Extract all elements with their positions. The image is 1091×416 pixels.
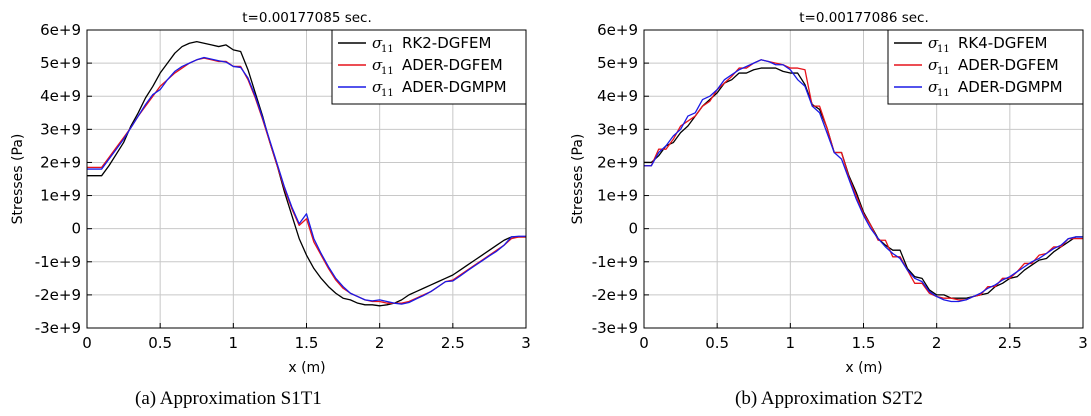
legend-subscript: 11 — [937, 44, 950, 55]
y-tick-label: 6e+9 — [597, 21, 638, 39]
y-axis-ticks: 6e+9 5e+9 4e+9 3e+9 2e+9 1e+9 0 -1e+9 -2e+9 -3e+9 — [35, 21, 92, 337]
series-line-rk2-dgfem — [87, 40, 526, 307]
chart-panel-b: t=0.00177086 sec. 0 0.5 1 1.5 2 2.5 3 6e+9 5e+9… — [570, 10, 1088, 376]
x-tick-label: 0 — [639, 334, 649, 352]
y-tick-label: -1e+9 — [592, 253, 638, 271]
legend-label: ADER-DGFEM — [958, 56, 1059, 74]
x-tick-label: 2.5 — [998, 334, 1022, 352]
y-tick-label: 5e+9 — [597, 54, 638, 72]
x-tick-label: 2 — [932, 334, 942, 352]
caption-a: (a) Approximation S1T1 — [135, 388, 322, 409]
legend-item: σ11 ADER-DGFEM — [338, 56, 503, 77]
legend-label: ADER-DGMPM — [958, 78, 1063, 96]
x-axis-label: x (m) — [288, 360, 325, 376]
y-tick-label: -3e+9 — [35, 319, 81, 337]
x-tick-label: 3 — [521, 334, 531, 352]
legend-label: RK4-DGFEM — [958, 34, 1047, 52]
y-tick-label: -1e+9 — [35, 253, 81, 271]
x-tick-label: 1.5 — [295, 334, 319, 352]
legend-symbol: σ — [928, 78, 939, 96]
chart-title: t=0.00177086 sec. — [799, 10, 929, 26]
x-tick-label: 1.5 — [852, 334, 876, 352]
legend-item: σ11 RK4-DGFEM — [894, 34, 1047, 55]
x-tick-label: 2.5 — [441, 334, 465, 352]
series-line-ader-dgmpm — [87, 56, 526, 305]
chart-title: t=0.00177085 sec. — [242, 10, 372, 26]
y-tick-label: 1e+9 — [597, 187, 638, 205]
legend-label: ADER-DGFEM — [402, 56, 503, 74]
y-tick-label: 2e+9 — [40, 153, 81, 171]
x-tick-label: 3 — [1078, 334, 1088, 352]
series-layer — [644, 59, 1083, 303]
caption-b: (b) Approximation S2T2 — [735, 388, 923, 409]
y-tick-label: 2e+9 — [597, 153, 638, 171]
y-tick-label: 4e+9 — [40, 87, 81, 105]
y-tick-label: 5e+9 — [40, 54, 81, 72]
legend-symbol: σ — [928, 56, 939, 74]
x-tick-label: 0.5 — [705, 334, 729, 352]
y-tick-label: -2e+9 — [592, 286, 638, 304]
x-axis-ticks: 0 0.5 1 1.5 2 2.5 3 — [82, 323, 531, 352]
y-tick-label: 3e+9 — [597, 120, 638, 138]
legend-subscript: 11 — [381, 88, 394, 99]
legend-subscript: 11 — [381, 66, 394, 77]
series-layer — [87, 40, 526, 307]
chart-panel-a: t=0.00177085 sec. 0 0.5 1 1.5 2 2.5 3 6e+9 5e+9… — [10, 10, 531, 376]
x-tick-label: 1 — [229, 334, 239, 352]
legend-item: σ11 ADER-DGFEM — [894, 56, 1059, 77]
legend-symbol: σ — [372, 34, 383, 52]
y-tick-label: 0 — [71, 220, 81, 238]
legend-item: σ11 ADER-DGMPM — [894, 78, 1063, 99]
x-axis-ticks: 0 0.5 1 1.5 2 2.5 3 — [639, 323, 1088, 352]
series-line-ader-dgmpm — [644, 59, 1083, 303]
legend-subscript: 11 — [937, 66, 950, 77]
x-tick-label: 2 — [375, 334, 385, 352]
y-axis-ticks: 6e+9 5e+9 4e+9 3e+9 2e+9 1e+9 0 -1e+9 -2e+9 -3e+9 — [592, 21, 649, 337]
legend-subscript: 11 — [937, 88, 950, 99]
y-tick-label: 6e+9 — [40, 21, 81, 39]
y-axis-label: Stresses (Pa) — [570, 134, 586, 225]
y-tick-label: -3e+9 — [592, 319, 638, 337]
legend-label: ADER-DGMPM — [402, 78, 507, 96]
x-axis-label: x (m) — [845, 360, 882, 376]
legend-symbol: σ — [372, 56, 383, 74]
legend-subscript: 11 — [381, 44, 394, 55]
x-tick-label: 0.5 — [148, 334, 172, 352]
legend-item: σ11 ADER-DGMPM — [338, 78, 507, 99]
y-tick-label: -2e+9 — [35, 286, 81, 304]
y-tick-label: 3e+9 — [40, 120, 81, 138]
y-tick-label: 1e+9 — [40, 187, 81, 205]
x-tick-label: 0 — [82, 334, 92, 352]
legend-label: RK2-DGFEM — [402, 34, 491, 52]
legend-symbol: σ — [372, 78, 383, 96]
x-tick-label: 1 — [786, 334, 796, 352]
legend-symbol: σ — [928, 34, 939, 52]
legend-item: σ11 RK2-DGFEM — [338, 34, 491, 55]
y-axis-label: Stresses (Pa) — [10, 134, 26, 225]
y-tick-label: 4e+9 — [597, 87, 638, 105]
y-tick-label: 0 — [628, 220, 638, 238]
